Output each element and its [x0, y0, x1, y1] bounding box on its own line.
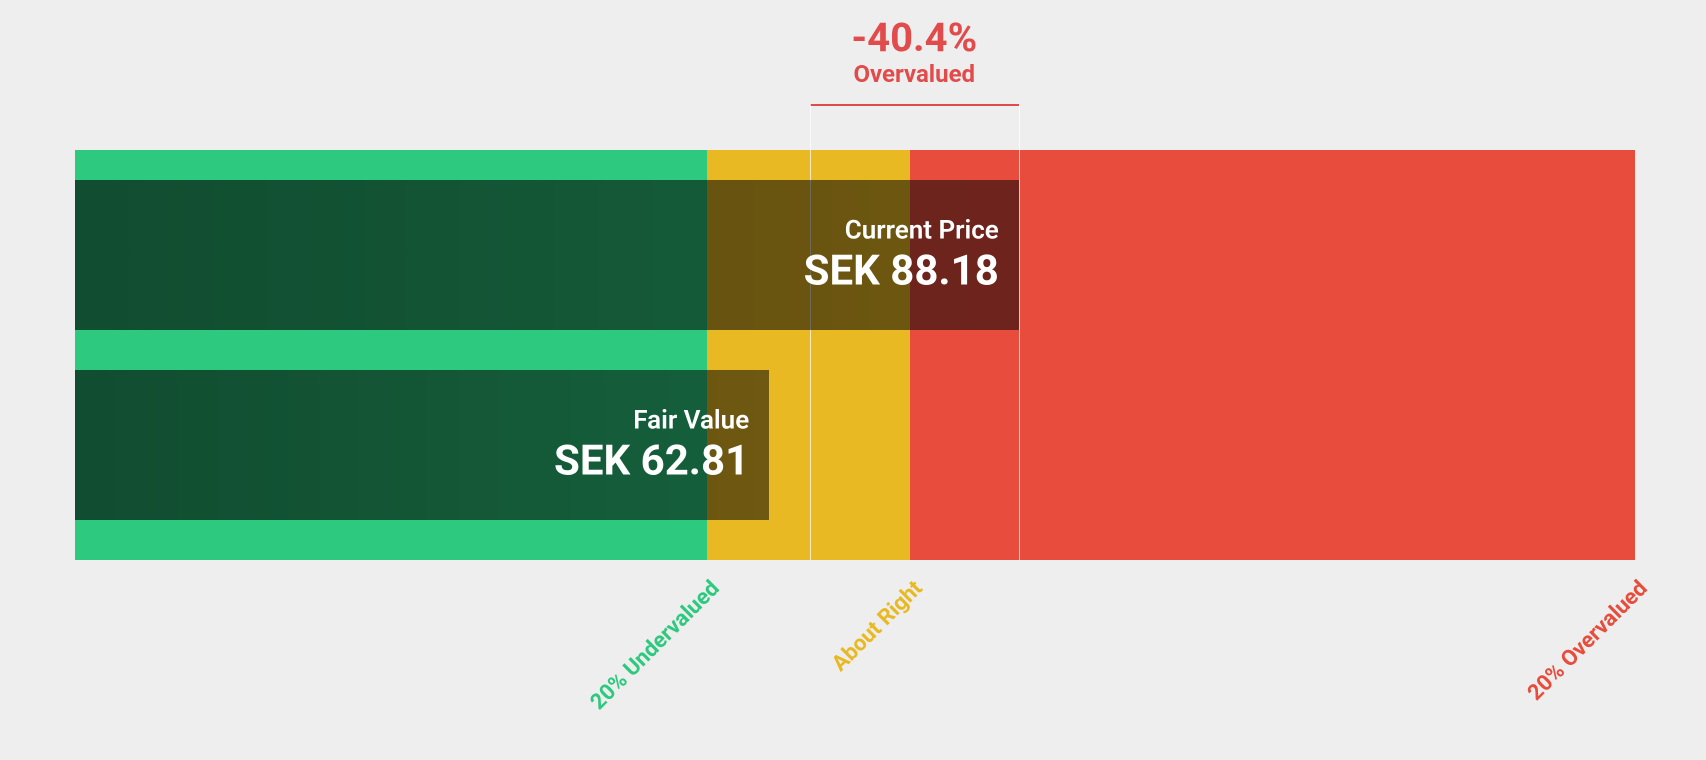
zone-label-undervalued: 20% Undervalued: [565, 576, 724, 735]
bar-label-group: Current Price SEK 88.18: [804, 215, 999, 296]
zone-label-overvalued: 20% Overvalued: [1494, 576, 1653, 735]
current-price-value: SEK 88.18: [804, 247, 999, 295]
current-price-bar: Current Price SEK 88.18: [75, 180, 1019, 330]
valuation-delta-percent: -40.4%: [784, 16, 1044, 60]
valuation-delta-callout: -40.4% Overvalued: [784, 16, 1044, 89]
fair-value-value: SEK 62.81: [554, 437, 749, 485]
callout-bracket-rule: [810, 104, 1019, 106]
zone-label-about-right: About Right: [768, 576, 927, 735]
valuation-chart: -40.4% Overvalued Current Price SEK 88.1…: [75, 0, 1635, 760]
fair-value-title: Fair Value: [554, 405, 749, 438]
current-price-marker-line: [1019, 104, 1020, 560]
fair-value-bar: Fair Value SEK 62.81: [75, 370, 769, 520]
valuation-delta-status: Overvalued: [784, 60, 1044, 89]
bar-label-group: Fair Value SEK 62.81: [554, 405, 749, 486]
current-price-title: Current Price: [804, 215, 999, 248]
fair-value-marker-line: [810, 104, 811, 560]
